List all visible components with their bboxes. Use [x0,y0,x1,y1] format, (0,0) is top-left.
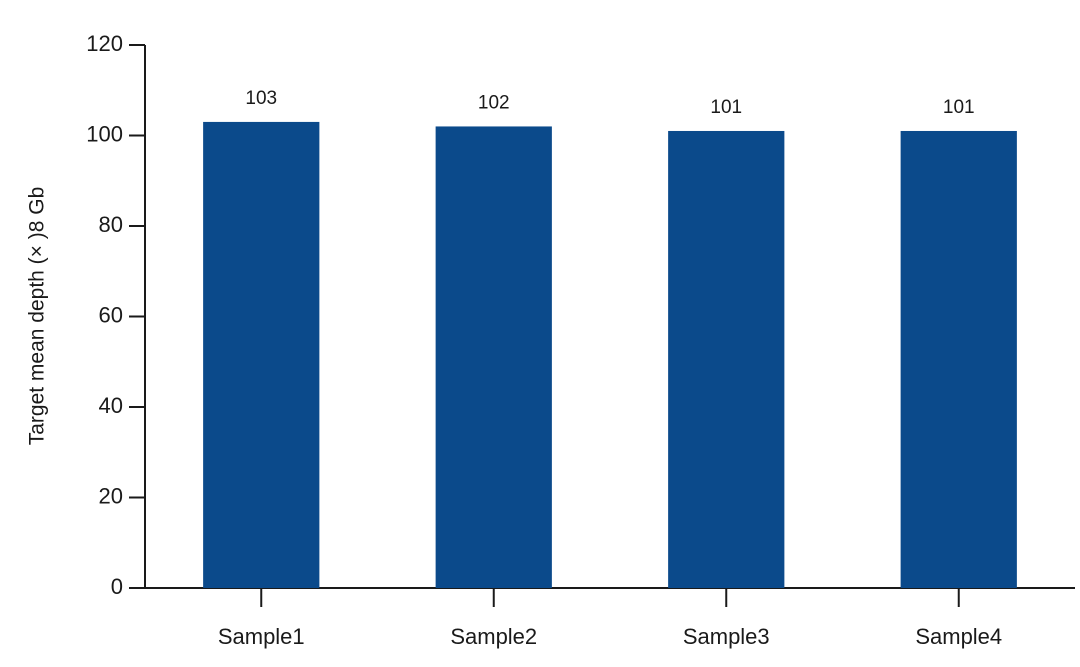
value-label: 101 [943,97,975,118]
bar [203,121,320,589]
x-tick-label: Sample1 [218,624,305,649]
value-label: 103 [245,88,277,109]
y-tick-label: 0 [111,574,123,599]
x-tick-label: Sample4 [915,624,1002,649]
bar [668,130,785,588]
y-axis-title: Target mean depth (× )8 Gb [26,187,49,446]
value-label: 102 [478,92,510,113]
y-tick-label: 20 [99,483,123,508]
x-tick-label: Sample2 [450,624,537,649]
x-tick-label: Sample3 [683,624,770,649]
y-tick-label: 100 [86,121,123,146]
bar [435,126,552,588]
y-tick-label: 60 [99,302,123,327]
y-tick-label: 80 [99,212,123,237]
bar [900,130,1017,588]
y-tick-label: 40 [99,393,123,418]
y-tick-label: 120 [86,31,123,56]
value-label: 101 [710,97,742,118]
